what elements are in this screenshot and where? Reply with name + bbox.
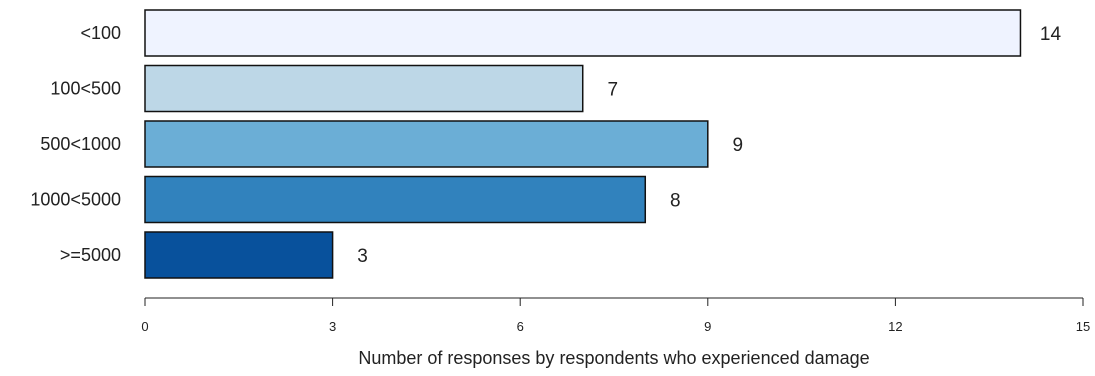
x-tick-label: 15	[1076, 319, 1090, 334]
bar	[144, 64, 584, 113]
x-tick-label: 9	[704, 319, 711, 334]
x-tick-label: 3	[329, 319, 336, 334]
category-label: <100	[80, 23, 121, 43]
bar	[144, 231, 334, 279]
value-label: 7	[607, 80, 618, 101]
category-labels: <100 100<500 500<1000 1000<5000 >=5000	[30, 23, 121, 265]
x-ticks: 0 3 6 9 12 15	[141, 298, 1090, 334]
category-label: >=5000	[60, 245, 121, 265]
value-label: 9	[733, 135, 744, 156]
x-axis-title: Number of responses by respondents who e…	[358, 348, 869, 368]
bar	[144, 175, 647, 224]
bar	[144, 9, 1022, 57]
bars-group	[144, 9, 1022, 279]
value-label: 3	[357, 246, 368, 267]
x-tick-label: 12	[888, 319, 902, 334]
category-label: 100<500	[50, 79, 121, 99]
x-tick-label: 6	[517, 319, 524, 334]
value-labels: 14 7 9 8 3	[357, 24, 1061, 267]
bar	[144, 120, 709, 168]
x-tick-label: 0	[141, 319, 148, 334]
value-label: 8	[670, 191, 681, 212]
category-label: 500<1000	[40, 134, 121, 154]
category-label: 1000<5000	[30, 190, 121, 210]
x-axis: 0 3 6 9 12 15	[141, 297, 1090, 334]
value-label: 14	[1040, 24, 1062, 45]
